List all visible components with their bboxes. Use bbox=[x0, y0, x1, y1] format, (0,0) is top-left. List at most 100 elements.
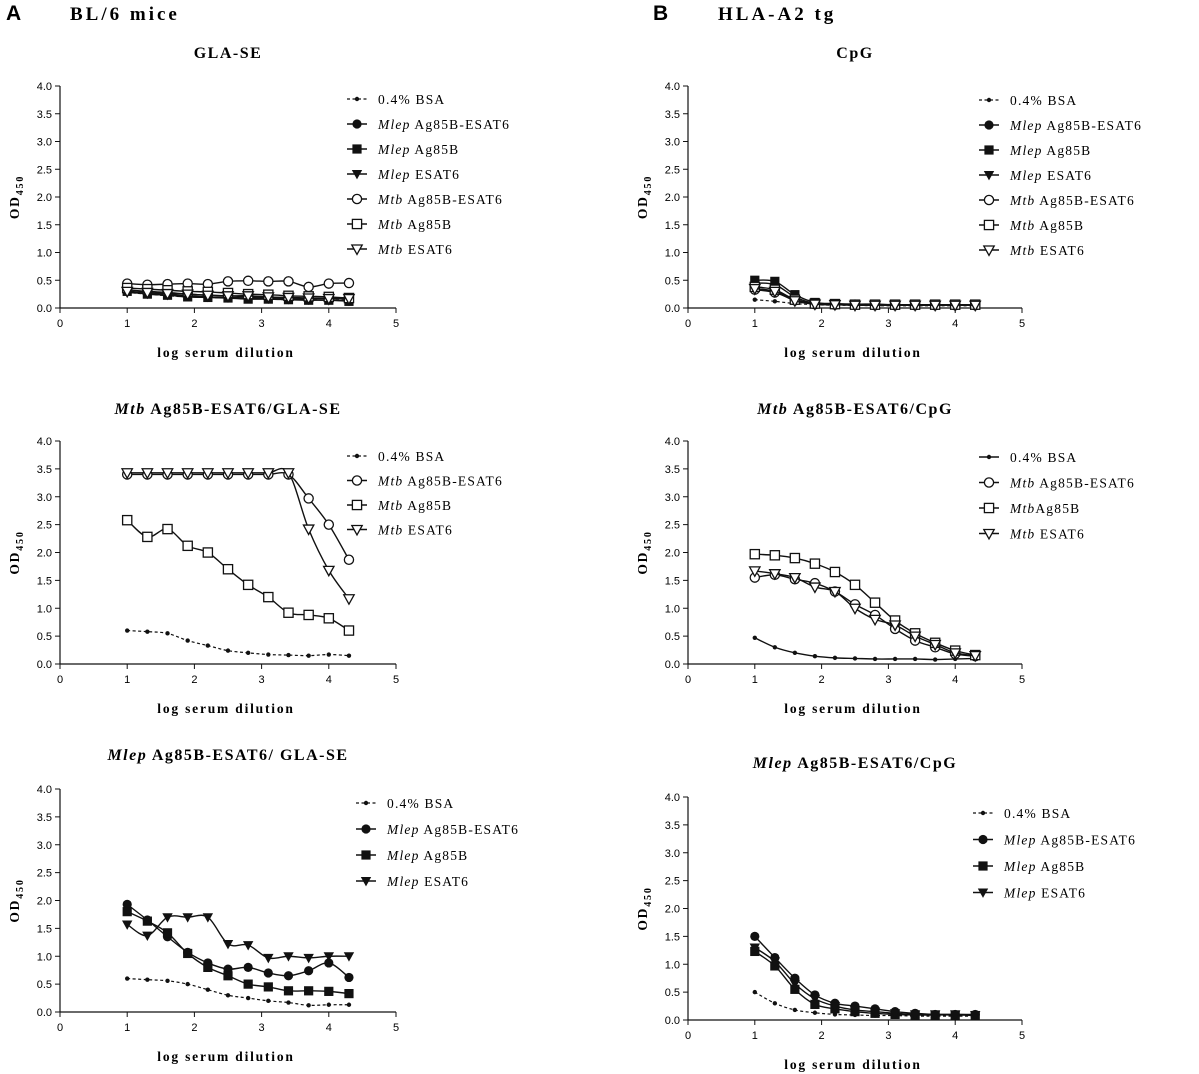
chart-a3-series-0-point-2 bbox=[165, 978, 170, 983]
chart-a3-legend-2-label-part-0: Mlep bbox=[386, 848, 420, 863]
chart-b1-series-0 bbox=[752, 297, 978, 308]
chart-b1-series-4 bbox=[749, 284, 981, 311]
chart-b3-series-0-point-0 bbox=[752, 989, 757, 995]
chart-b1-series-6-point-3 bbox=[808, 299, 822, 311]
chart-b1-series-6-point-10 bbox=[948, 300, 962, 312]
chart-b2-series-1-line bbox=[754, 574, 976, 657]
chart-a1-series-4-point-8 bbox=[283, 276, 294, 287]
chart-a1-title-part-0: GLA-SE bbox=[194, 45, 263, 62]
chart-b1-legend-4-label-part-0: Mtb bbox=[1009, 193, 1035, 208]
chart-a1-title: GLA-SE bbox=[194, 45, 263, 62]
chart-a2-legend-1-label: Mtb Ag85B-ESAT6 bbox=[377, 474, 503, 489]
chart-a2-legend-2-marker bbox=[351, 499, 363, 511]
chart-b2-series-0-point-4 bbox=[832, 655, 838, 661]
chart-a2-title-part-1: Ag85B-ESAT6/GLA-SE bbox=[146, 401, 342, 418]
chart-b1-ylabel: OD450 bbox=[635, 175, 654, 219]
chart-b2-ylabel-main: OD bbox=[635, 551, 650, 575]
chart-a2-series-3-point-6 bbox=[241, 468, 255, 480]
chart-b2-series-0-point-0 bbox=[752, 635, 757, 640]
chart-b1-legend-0-marker bbox=[986, 97, 992, 103]
chart-a3-series-3-point-4 bbox=[202, 913, 214, 923]
chart-b3-ytick-label-4: 2.0 bbox=[665, 904, 680, 916]
chart-b2-legend-3-label: Mtb ESAT6 bbox=[1009, 527, 1085, 542]
chart-a3-series-0-point-11 bbox=[346, 1002, 352, 1007]
chart-b1-legend-6-label-part-1: ESAT6 bbox=[1035, 243, 1085, 258]
chart-b1-legend-6-label-part-0: Mtb bbox=[1009, 243, 1035, 258]
chart-b2-title-part-0: Mtb bbox=[756, 401, 788, 418]
chart-a1-legend-1-label-part-1: Ag85B-ESAT6 bbox=[411, 117, 511, 132]
chart-a2-ylabel-main: OD bbox=[7, 551, 22, 575]
chart-a3-legend-2-label-part-1: Ag85B bbox=[420, 848, 469, 863]
chart-a2-legend-3-label-part-0: Mtb bbox=[377, 523, 403, 538]
chart-a3-ytick-label-3: 1.5 bbox=[37, 923, 52, 935]
chart-b2-series-3 bbox=[748, 566, 982, 663]
chart-b3-xlabel: log serum dilution bbox=[784, 1057, 921, 1072]
chart-a3-series-2-point-2 bbox=[162, 928, 173, 938]
chart-b3-xtick-label-1: 1 bbox=[752, 1030, 758, 1042]
chart-b2: Mtb Ag85B-ESAT6/CpG 0.0 0.5 1.0 1.5 2.0 2.5 3.0… bbox=[635, 401, 1135, 716]
chart-b2-series-3-line bbox=[754, 570, 976, 657]
chart-b1-legend-2-label-part-0: Mlep bbox=[1009, 143, 1043, 158]
chart-a2-series-2-point-9 bbox=[303, 609, 314, 621]
chart-a3-series-0-point-7 bbox=[266, 998, 271, 1004]
chart-b2-legend-2-label: MtbAg85B bbox=[1009, 501, 1080, 516]
chart-a2-series-0-point-2 bbox=[165, 631, 170, 636]
chart-b2-legend-3-label-part-0: Mtb bbox=[1009, 527, 1035, 542]
chart-b2-series-3-point-2 bbox=[788, 572, 802, 585]
chart-b2-legend-0-marker bbox=[986, 454, 992, 460]
chart-b1-series-6 bbox=[748, 283, 982, 312]
chart-a3-legend-0-label-part-0: 0.4% BSA bbox=[387, 796, 454, 811]
chart-b3-series-3-point-0 bbox=[749, 943, 760, 953]
chart-a2-series-0-point-8 bbox=[286, 652, 291, 658]
chart-b3-series-2-point-2 bbox=[790, 984, 800, 994]
chart-a1-legend-4-marker bbox=[351, 193, 363, 205]
chart-a3-legend-2-label: Mlep Ag85B bbox=[386, 848, 468, 863]
chart-a3-series-2-point-3 bbox=[183, 948, 193, 959]
chart-a2-series-3-point-2 bbox=[161, 468, 174, 480]
chart-a1-series-6 bbox=[120, 286, 356, 306]
chart-b1-ytick-label-7: 3.5 bbox=[665, 109, 680, 121]
chart-a1-series-6-point-11 bbox=[342, 293, 356, 306]
chart-a3-series-3-point-8 bbox=[283, 952, 294, 962]
chart-a1-legend-6-label-part-1: ESAT6 bbox=[403, 242, 453, 257]
chart-a2-xtick-label-1: 1 bbox=[124, 674, 130, 686]
chart-a2-xtick-label-3: 3 bbox=[259, 674, 265, 686]
chart-b1-legend-4-label: Mtb Ag85B-ESAT6 bbox=[1009, 193, 1135, 208]
chart-a2: Mtb Ag85B-ESAT6/GLA-SE 0.0 0.5 1.0 1.5 2.0 2.5… bbox=[7, 401, 503, 716]
chart-b1-legend-1-marker bbox=[984, 120, 994, 130]
chart-b2-series-2-point-6 bbox=[869, 597, 881, 608]
chart-b2-series-0-point-8 bbox=[912, 656, 918, 662]
chart-a2-series-3 bbox=[120, 467, 356, 606]
chart-b2-title: Mtb Ag85B-ESAT6/CpG bbox=[756, 401, 953, 418]
chart-b1-legend-4-marker bbox=[983, 194, 995, 206]
chart-b2-legend-1-label-part-0: Mtb bbox=[1009, 476, 1035, 491]
chart-b1-ytick-label-0: 0.0 bbox=[665, 303, 680, 315]
chart-b2-series-3-point-3 bbox=[808, 582, 822, 594]
chart-a2-ylabel-sub: 450 bbox=[15, 530, 26, 550]
chart-b2-xtick-label-5: 5 bbox=[1019, 674, 1025, 686]
chart-a2-legend-2-label: Mtb Ag85B bbox=[377, 498, 452, 513]
chart-b2-series-3-point-4 bbox=[828, 586, 842, 599]
chart-b2-legend-3-label-part-1: ESAT6 bbox=[1035, 527, 1085, 542]
chart-a1-legend-2-label-part-1: Ag85B bbox=[411, 142, 460, 157]
chart-a3-legend-0-marker bbox=[363, 800, 369, 806]
chart-a2-ytick-label-0: 0.0 bbox=[37, 659, 52, 671]
panel-b-heading: HLA-A2 tg bbox=[718, 4, 836, 25]
chart-a2-legend-1-label-part-0: Mtb bbox=[377, 474, 403, 489]
charts-layer: GLA-SE 0.0 0.5 1.0 1.5 2.0 2.5 3.0 3.5 4.0 0 1 2 3 4 5 l… bbox=[7, 45, 1141, 1072]
chart-a1-series-6-point-9 bbox=[302, 293, 315, 305]
chart-b1-title-part-0: CpG bbox=[836, 45, 873, 62]
chart-b3-legend-0-label-part-0: 0.4% BSA bbox=[1004, 806, 1071, 821]
chart-b3-series-3-point-9 bbox=[929, 1010, 941, 1020]
chart-a1-ylabel-main: OD bbox=[7, 195, 22, 219]
chart-a2-series-3-point-11 bbox=[342, 594, 356, 606]
chart-b1-title: CpG bbox=[836, 45, 873, 62]
chart-b1-legend-4-label-part-1: Ag85B-ESAT6 bbox=[1035, 193, 1135, 208]
chart-a1-ytick-label-7: 3.5 bbox=[37, 109, 52, 121]
chart-b2-legend-2-label-part-1: Ag85B bbox=[1035, 501, 1080, 516]
chart-a2-legend-2-label-part-0: Mtb bbox=[377, 498, 403, 513]
chart-b3-legend-3-label-part-0: Mlep bbox=[1003, 886, 1037, 901]
chart-a3-ytick-label-8: 4.0 bbox=[37, 784, 52, 796]
chart-b2-legend-1-label-part-1: Ag85B-ESAT6 bbox=[1035, 476, 1135, 491]
chart-a3-series-1-point-8 bbox=[283, 971, 294, 981]
